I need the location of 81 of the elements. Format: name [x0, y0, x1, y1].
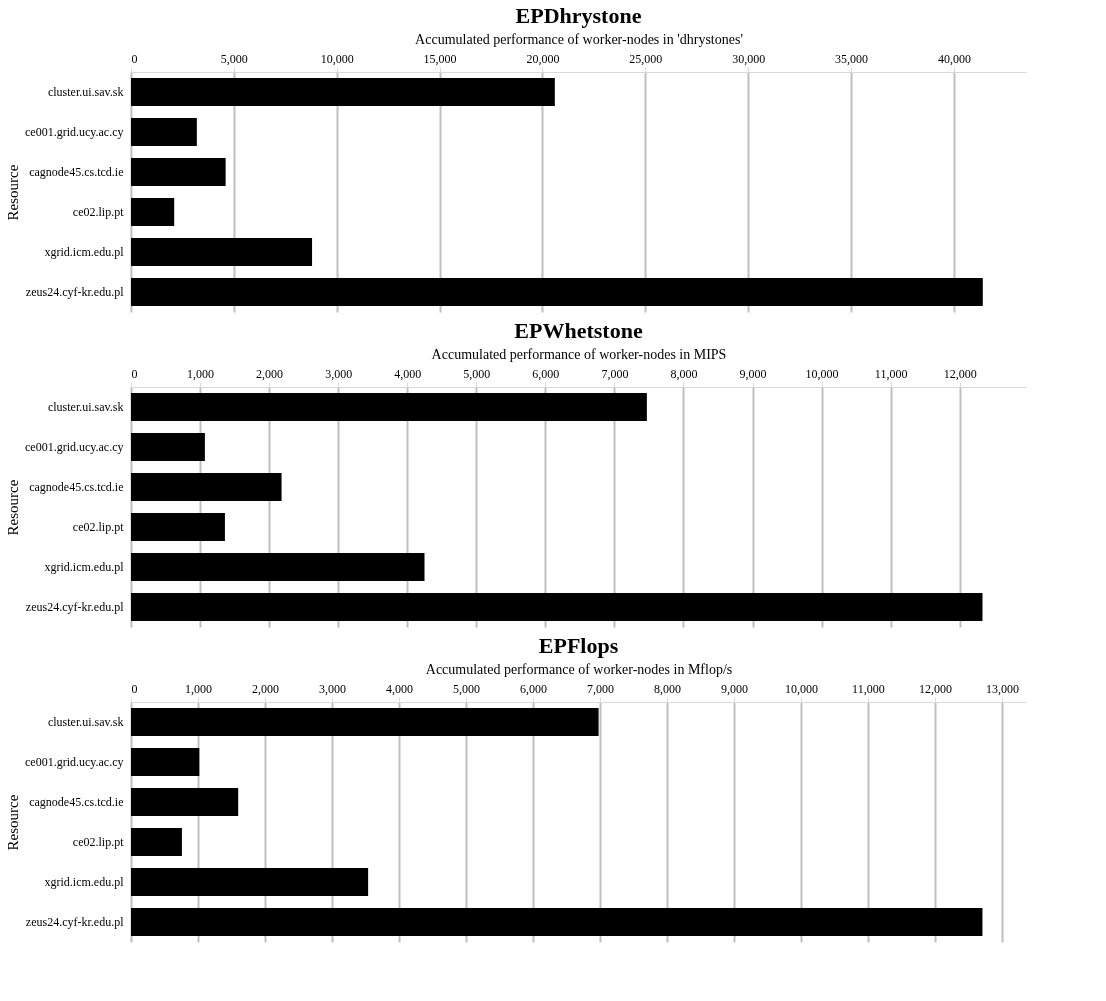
- chart-title: EPDhrystone: [515, 3, 642, 28]
- x-tick-label: 11,000: [852, 681, 885, 696]
- x-tick-label: 0: [131, 51, 138, 66]
- bar: [131, 593, 983, 621]
- bar: [131, 78, 555, 106]
- x-tick-label: 10,000: [784, 681, 818, 696]
- bar: [131, 788, 239, 816]
- bar: [131, 278, 983, 306]
- x-tick-label: 25,000: [629, 51, 663, 66]
- x-tick-label: 3,000: [325, 366, 353, 381]
- y-tick-label: xgrid.icm.edu.pl: [44, 560, 125, 574]
- bar: [131, 828, 182, 856]
- y-tick-label: cagnode45.cs.tcd.ie: [29, 165, 124, 179]
- chart-title: EPWhetstone: [514, 318, 643, 343]
- x-tick-label: 8,000: [653, 681, 681, 696]
- bar: [131, 708, 599, 736]
- x-tick-label: 5,000: [452, 681, 480, 696]
- x-tick-label: 8,000: [670, 366, 698, 381]
- y-tick-label: xgrid.icm.edu.pl: [44, 245, 125, 259]
- y-tick-label: cagnode45.cs.tcd.ie: [29, 480, 124, 494]
- y-tick-label: ce001.grid.ucy.ac.cy: [24, 440, 124, 454]
- y-tick-label: cluster.ui.sav.sk: [47, 715, 124, 729]
- y-tick-label: zeus24.cyf-kr.edu.pl: [25, 285, 125, 299]
- y-tick-label: cluster.ui.sav.sk: [47, 400, 124, 414]
- x-tick-label: 5,000: [463, 366, 491, 381]
- bar: [131, 158, 226, 186]
- y-axis-title: Resource: [4, 794, 21, 851]
- x-tick-label: 9,000: [720, 681, 748, 696]
- x-tick-label: 7,000: [586, 681, 614, 696]
- x-tick-label: 0: [131, 366, 138, 381]
- x-tick-label: 2,000: [251, 681, 279, 696]
- x-tick-label: 3,000: [318, 681, 346, 696]
- y-tick-label: ce02.lip.pt: [72, 835, 125, 849]
- y-tick-label: ce02.lip.pt: [72, 205, 125, 219]
- x-axis-title: Accumulated performance of worker-nodes in 'dhrystones': [415, 31, 743, 47]
- bar: [131, 473, 282, 501]
- x-tick-label: 4,000: [394, 366, 422, 381]
- y-axis-title: Resource: [4, 479, 21, 536]
- y-tick-label: zeus24.cyf-kr.edu.pl: [25, 600, 125, 614]
- y-tick-label: cluster.ui.sav.sk: [47, 85, 124, 99]
- x-tick-label: 11,000: [874, 366, 908, 381]
- x-tick-label: 15,000: [423, 51, 457, 66]
- bar: [131, 553, 425, 581]
- x-tick-label: 12,000: [943, 366, 977, 381]
- bar: [131, 513, 225, 541]
- x-tick-label: 12,000: [918, 681, 952, 696]
- bar: [131, 393, 647, 421]
- y-tick-label: ce001.grid.ucy.ac.cy: [24, 755, 124, 769]
- x-axis-title: Accumulated performance of worker-nodes in Mflop/s: [425, 661, 733, 677]
- x-tick-label: 6,000: [532, 366, 560, 381]
- bar: [131, 433, 205, 461]
- x-tick-label: 9,000: [739, 366, 767, 381]
- x-tick-label: 30,000: [732, 51, 766, 66]
- x-tick-label: 0: [131, 681, 138, 696]
- y-tick-label: cagnode45.cs.tcd.ie: [29, 795, 124, 809]
- bar: [131, 908, 983, 936]
- y-tick-label: ce001.grid.ucy.ac.cy: [24, 125, 124, 139]
- y-axis-title: Resource: [4, 164, 21, 221]
- x-tick-label: 35,000: [835, 51, 869, 66]
- x-tick-label: 13,000: [985, 681, 1019, 696]
- x-tick-label: 1,000: [184, 681, 212, 696]
- bar: [131, 868, 369, 896]
- x-tick-label: 20,000: [526, 51, 560, 66]
- bar: [131, 748, 200, 776]
- y-tick-label: zeus24.cyf-kr.edu.pl: [25, 915, 125, 929]
- x-tick-label: 7,000: [601, 366, 629, 381]
- x-tick-label: 6,000: [519, 681, 547, 696]
- bar: [131, 238, 313, 266]
- x-tick-label: 1,000: [187, 366, 215, 381]
- x-axis-title: Accumulated performance of worker-nodes in MIPS: [431, 346, 727, 362]
- bar: [131, 198, 175, 226]
- x-tick-label: 10,000: [805, 366, 839, 381]
- x-tick-label: 10,000: [320, 51, 354, 66]
- x-tick-label: 40,000: [937, 51, 971, 66]
- x-tick-label: 4,000: [385, 681, 413, 696]
- bar: [131, 118, 197, 146]
- x-tick-label: 5,000: [220, 51, 248, 66]
- y-tick-label: ce02.lip.pt: [72, 520, 125, 534]
- y-tick-label: xgrid.icm.edu.pl: [44, 875, 125, 889]
- chart-title: EPFlops: [538, 633, 619, 658]
- x-tick-label: 2,000: [256, 366, 284, 381]
